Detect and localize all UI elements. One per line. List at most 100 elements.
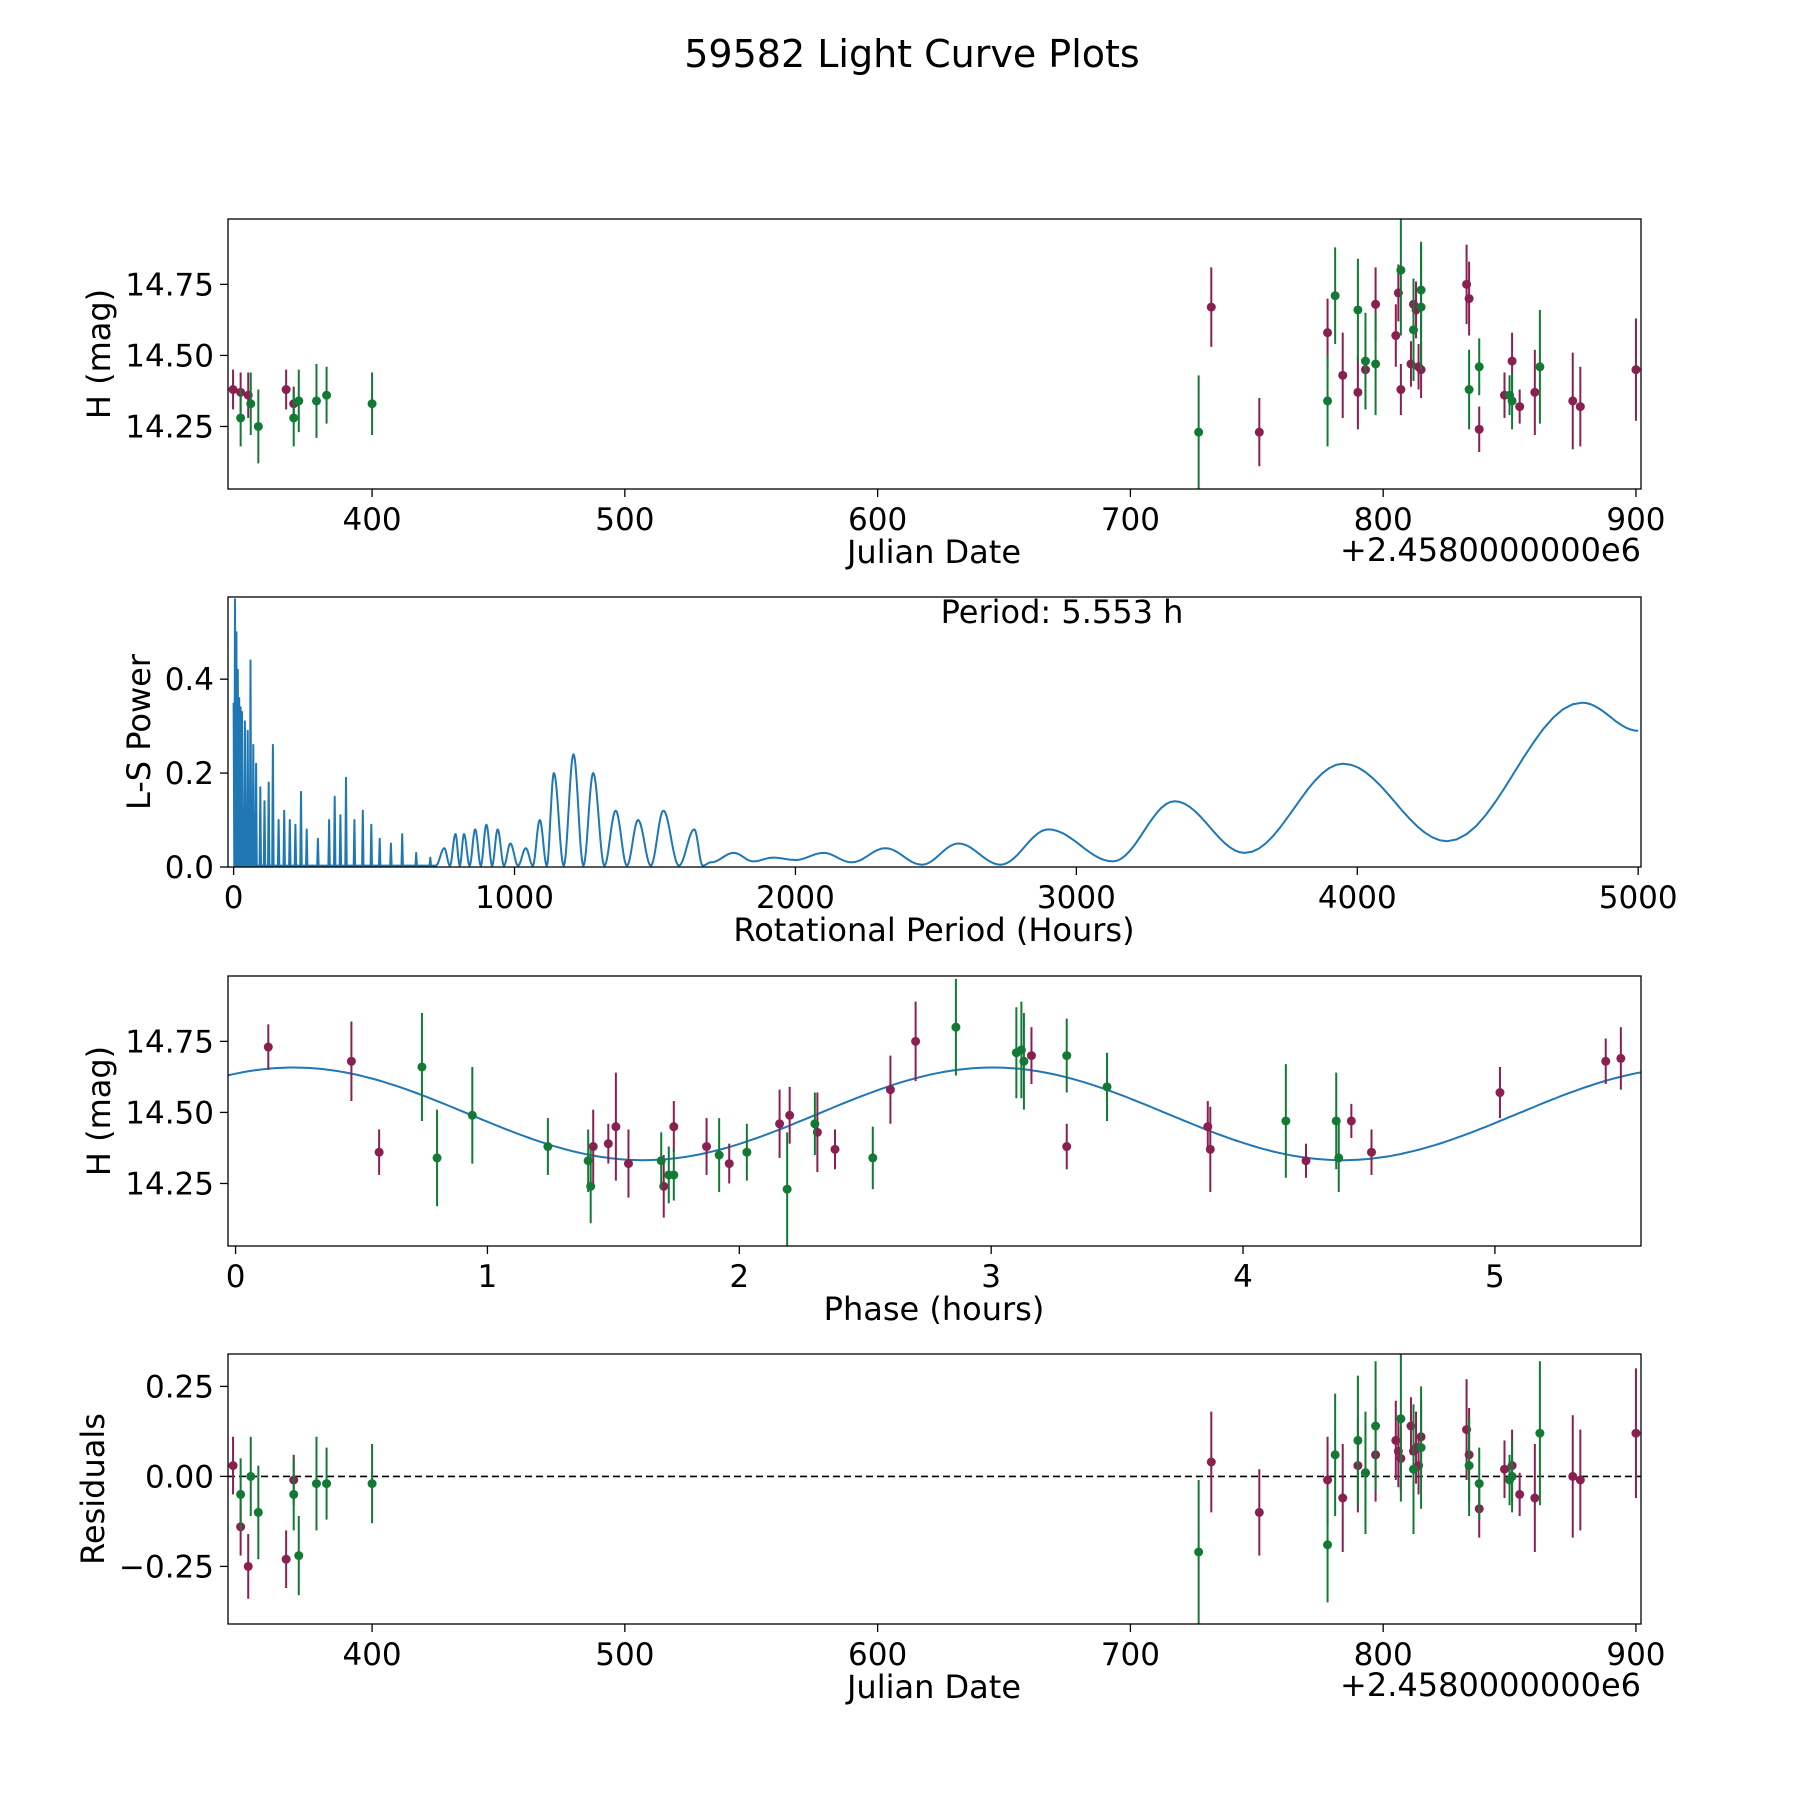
data-point	[1568, 396, 1578, 406]
data-point	[1391, 331, 1401, 341]
y-tick-label: 0.25	[145, 1369, 214, 1405]
data-point	[263, 1042, 273, 1052]
data-point	[281, 385, 291, 395]
data-point	[1500, 1464, 1510, 1474]
data-point	[1026, 1051, 1036, 1061]
data-point	[289, 413, 299, 423]
data-point	[1474, 1479, 1484, 1489]
data-point	[1331, 1116, 1341, 1126]
data-point	[1323, 1540, 1333, 1550]
lightcurve-ylabel: H (mag)	[80, 289, 118, 419]
model-curve	[228, 1066, 1641, 1162]
data-point	[623, 1159, 633, 1169]
data-point	[702, 1142, 712, 1152]
x-tick-label: 1	[478, 1259, 498, 1295]
data-point	[603, 1139, 613, 1149]
data-point	[1062, 1051, 1072, 1061]
data-point	[1323, 1475, 1333, 1485]
x-tick-label: 3	[981, 1259, 1001, 1295]
data-point	[1102, 1082, 1112, 1092]
data-point	[1366, 1147, 1376, 1157]
data-point	[669, 1170, 679, 1180]
data-point	[1254, 1507, 1264, 1517]
x-tick-label: 500	[595, 1637, 654, 1673]
data-point	[1281, 1116, 1291, 1126]
panel-periodogram: 0 1000 2000 3000 4000 5000 0.0 0.2 0.4 Period: 5…	[120, 593, 1678, 949]
x-tick-label: 800	[1354, 1637, 1413, 1673]
lightcurve-marks	[228, 219, 1641, 489]
data-point	[543, 1142, 553, 1152]
data-point	[775, 1119, 785, 1129]
data-point	[289, 1489, 299, 1499]
data-point	[656, 1156, 666, 1166]
data-point	[1346, 1116, 1356, 1126]
y-tick-label: −0.25	[119, 1549, 214, 1585]
periodogram-xlabel: Rotational Period (Hours)	[733, 911, 1134, 949]
residuals-xlabel: Julian Date	[845, 1668, 1021, 1706]
periodogram-line	[232, 598, 1639, 867]
data-point	[1575, 1475, 1585, 1485]
lightcurve-ticks: 400 500 600 700 800 900 14.25 14.50 14.75	[125, 267, 1665, 538]
data-point	[1535, 1428, 1545, 1438]
data-point	[1409, 1464, 1419, 1474]
residuals-offset-label: +2.4580000000e6	[1340, 1666, 1641, 1704]
x-tick-label: 400	[342, 1637, 401, 1673]
data-point	[236, 413, 246, 423]
data-point	[1464, 1461, 1474, 1471]
data-point	[1353, 1435, 1363, 1445]
data-point	[1631, 365, 1641, 375]
data-point	[830, 1144, 840, 1154]
x-tick-label: 600	[848, 502, 907, 538]
data-point	[868, 1153, 878, 1163]
data-point	[1353, 387, 1363, 397]
data-point	[1530, 1493, 1540, 1503]
y-tick-label: 0.0	[165, 850, 214, 886]
data-point	[911, 1036, 921, 1046]
data-point	[1409, 325, 1419, 335]
panel-residuals: 400 500 600 700 800 900 −0.25 0.00 0.25 Julian D…	[74, 1353, 1666, 1706]
x-tick-label: 900	[1606, 1637, 1665, 1673]
x-tick-label: 5000	[1599, 880, 1678, 916]
data-point	[1530, 387, 1540, 397]
data-point	[1330, 291, 1340, 301]
data-point	[253, 1507, 263, 1517]
data-point	[1515, 402, 1525, 412]
data-point	[1515, 1489, 1525, 1499]
data-point	[1396, 385, 1406, 395]
x-tick-label: 2000	[756, 880, 835, 916]
data-point	[810, 1119, 820, 1129]
x-tick-label: 0	[224, 880, 244, 916]
data-point	[1062, 1142, 1072, 1152]
phased-marks	[228, 978, 1641, 1246]
data-point	[467, 1110, 477, 1120]
data-point	[785, 1110, 795, 1120]
data-point	[243, 1561, 253, 1571]
data-point	[1464, 385, 1474, 395]
data-point	[586, 1181, 596, 1191]
data-point	[253, 421, 263, 431]
periodogram-annotation: Period: 5.553 h	[941, 593, 1184, 631]
data-point	[322, 1479, 332, 1489]
x-tick-label: 900	[1606, 502, 1665, 538]
data-point	[1474, 424, 1484, 434]
data-point	[1338, 1493, 1348, 1503]
y-tick-label: 0.4	[165, 662, 214, 698]
data-point	[1323, 328, 1333, 338]
data-point	[322, 390, 332, 400]
data-point	[417, 1062, 427, 1072]
data-point	[669, 1122, 679, 1132]
data-point	[1507, 356, 1517, 366]
data-point	[611, 1122, 621, 1132]
residuals-ticks: 400 500 600 700 800 900 −0.25 0.00 0.25	[119, 1369, 1666, 1673]
data-point	[1507, 1471, 1517, 1481]
data-point	[1301, 1156, 1311, 1166]
data-point	[1601, 1056, 1611, 1066]
data-point	[1416, 1443, 1426, 1453]
data-point	[1360, 356, 1370, 366]
phased-ylabel: H (mag)	[80, 1046, 118, 1176]
periodogram-ylabel: L-S Power	[120, 653, 158, 810]
data-point	[311, 1479, 321, 1489]
data-point	[1254, 427, 1264, 437]
data-point	[1371, 359, 1381, 369]
data-point	[1334, 1153, 1344, 1163]
